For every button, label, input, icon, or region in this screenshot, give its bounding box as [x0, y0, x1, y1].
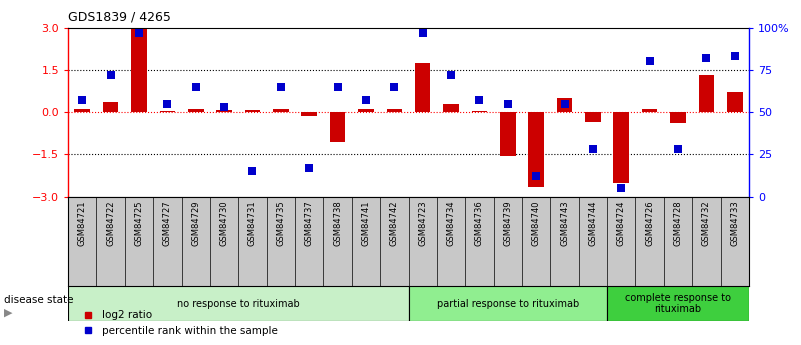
Point — [728, 53, 741, 59]
Bar — [557, 98, 573, 112]
Point — [76, 98, 89, 103]
Bar — [607, 286, 749, 321]
Text: GSM84738: GSM84738 — [333, 200, 342, 246]
Bar — [301, 112, 317, 116]
Point — [104, 72, 117, 78]
Text: GSM84728: GSM84728 — [674, 200, 682, 246]
Text: GSM84727: GSM84727 — [163, 200, 172, 246]
Text: GDS1839 / 4265: GDS1839 / 4265 — [68, 10, 171, 23]
Bar — [670, 112, 686, 124]
Bar — [727, 92, 743, 112]
Bar — [529, 112, 544, 187]
Text: ▶: ▶ — [4, 307, 13, 317]
Text: GSM84740: GSM84740 — [532, 200, 541, 246]
Point — [388, 84, 400, 89]
Point — [303, 165, 316, 171]
Point — [133, 30, 146, 36]
Point — [586, 147, 599, 152]
Text: GSM84739: GSM84739 — [503, 200, 513, 246]
Bar — [387, 109, 402, 112]
Point — [246, 168, 259, 174]
Point — [473, 98, 486, 103]
Text: GSM84737: GSM84737 — [304, 200, 314, 246]
Point — [558, 101, 571, 106]
Text: GSM84730: GSM84730 — [219, 200, 228, 246]
Text: GSM84724: GSM84724 — [617, 200, 626, 246]
Text: partial response to rituximab: partial response to rituximab — [437, 299, 579, 308]
Text: GSM84735: GSM84735 — [276, 200, 285, 246]
Bar — [188, 109, 203, 112]
Point — [275, 84, 288, 89]
Bar — [698, 76, 714, 112]
Text: GSM84736: GSM84736 — [475, 200, 484, 246]
Bar — [500, 112, 516, 156]
Text: complete response to
rituximab: complete response to rituximab — [625, 293, 731, 314]
Bar — [74, 109, 90, 112]
Point — [529, 174, 542, 179]
Point — [671, 147, 684, 152]
Bar — [409, 286, 607, 321]
Point — [331, 84, 344, 89]
Text: GSM84744: GSM84744 — [589, 200, 598, 246]
Point — [700, 55, 713, 61]
Point — [615, 186, 628, 191]
Point — [189, 84, 202, 89]
Bar — [585, 112, 601, 122]
Text: GSM84731: GSM84731 — [248, 200, 257, 246]
Text: no response to rituximab: no response to rituximab — [177, 299, 300, 308]
Bar — [358, 109, 374, 112]
Bar — [131, 29, 147, 112]
Text: GSM84743: GSM84743 — [560, 200, 569, 246]
Text: GSM84741: GSM84741 — [361, 200, 370, 246]
Point — [501, 101, 514, 106]
Bar — [273, 109, 288, 112]
Text: GSM84732: GSM84732 — [702, 200, 710, 246]
Point — [643, 59, 656, 64]
Text: GSM84734: GSM84734 — [447, 200, 456, 246]
Text: disease state: disease state — [4, 295, 74, 305]
Bar — [614, 112, 629, 183]
Text: GSM84722: GSM84722 — [107, 200, 115, 246]
Bar — [443, 104, 459, 112]
Bar — [244, 110, 260, 112]
Point — [360, 98, 372, 103]
Legend: log2 ratio, percentile rank within the sample: log2 ratio, percentile rank within the s… — [74, 306, 283, 340]
Bar — [472, 111, 487, 112]
Text: GSM84726: GSM84726 — [645, 200, 654, 246]
Bar — [103, 102, 119, 112]
Text: GSM84742: GSM84742 — [390, 200, 399, 246]
Text: GSM84733: GSM84733 — [731, 200, 739, 246]
Bar — [330, 112, 345, 142]
Text: GSM84723: GSM84723 — [418, 200, 427, 246]
Point — [417, 30, 429, 36]
Bar — [642, 109, 658, 112]
Bar — [216, 110, 232, 112]
Bar — [415, 63, 430, 112]
Bar — [68, 286, 409, 321]
Text: GSM84725: GSM84725 — [135, 200, 143, 246]
Text: GSM84721: GSM84721 — [78, 200, 87, 246]
Point — [445, 72, 457, 78]
Point — [218, 104, 231, 110]
Text: GSM84729: GSM84729 — [191, 200, 200, 246]
Point — [161, 101, 174, 106]
Bar — [159, 111, 175, 112]
